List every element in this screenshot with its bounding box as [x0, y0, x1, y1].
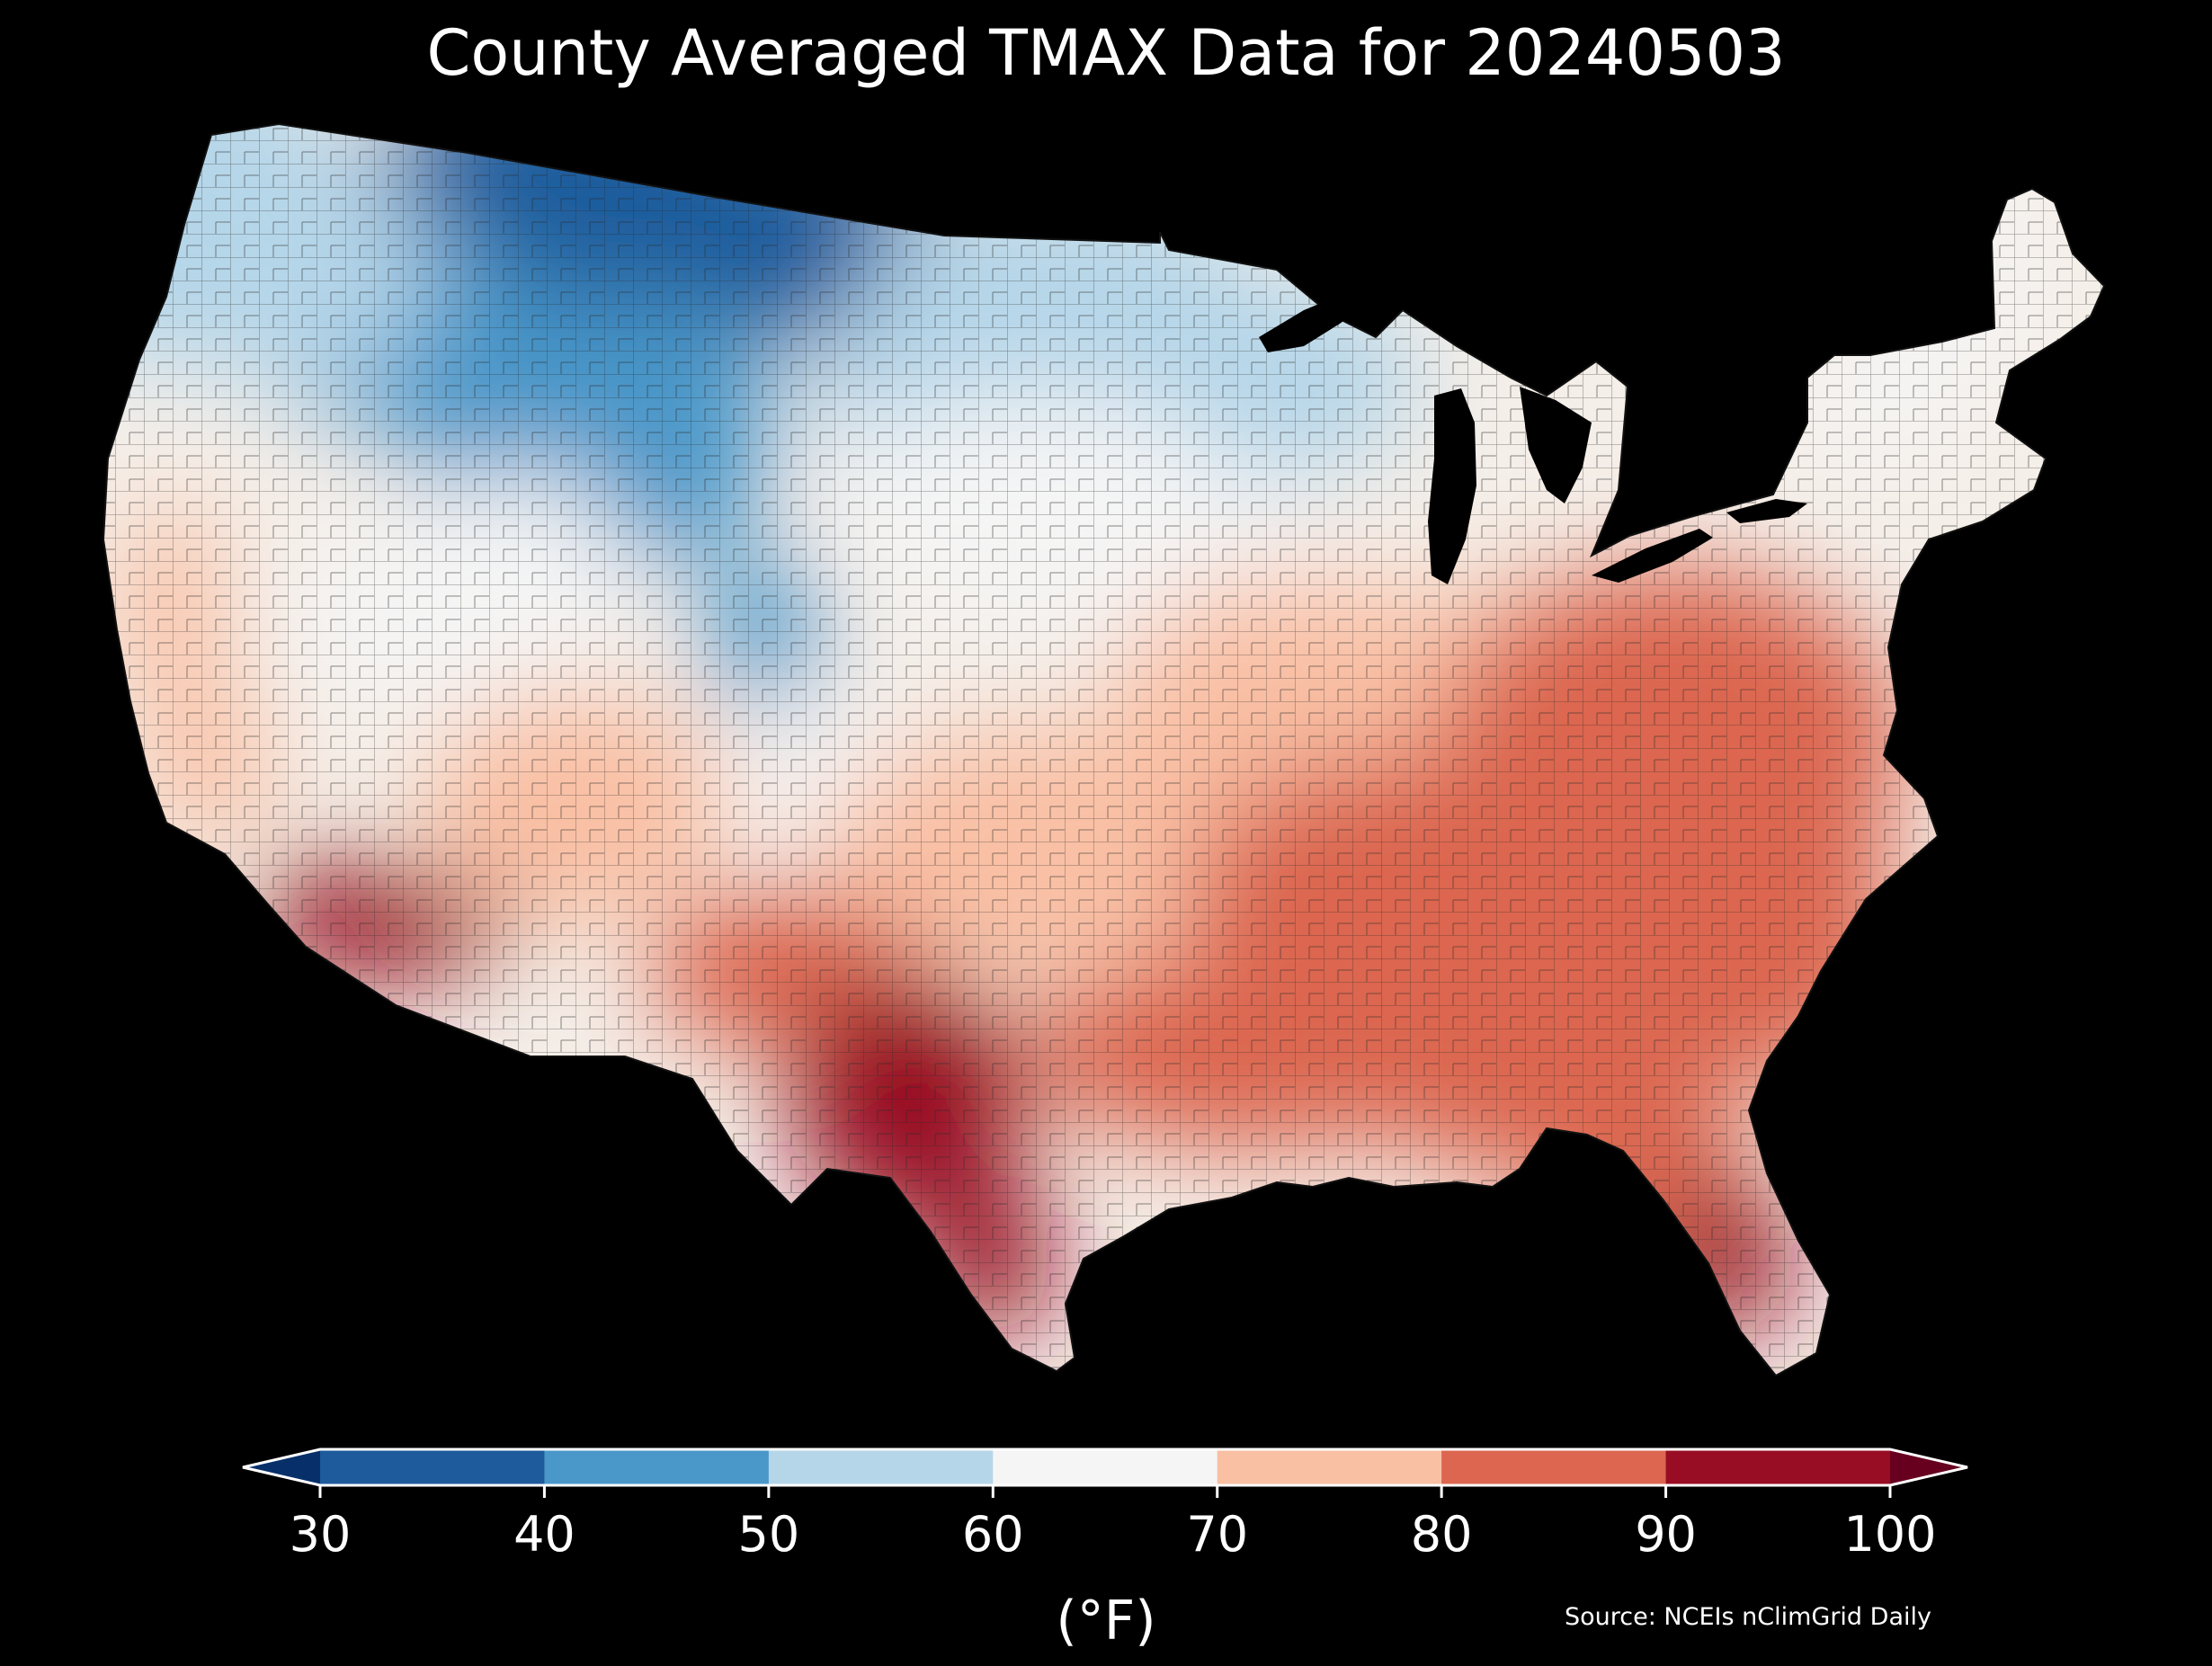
- colorbar-tick-label: 40: [513, 1506, 575, 1563]
- colorbar: [242, 1448, 1968, 1498]
- colorbar-ticks: [318, 1485, 1892, 1498]
- colorbar-tick-label: 70: [1186, 1506, 1249, 1563]
- colorbar-bin-0: [320, 1449, 545, 1485]
- great-lakes: [1259, 274, 1807, 584]
- colorbar-tick-label: 50: [737, 1506, 800, 1563]
- colorbar-bin-2: [768, 1449, 994, 1485]
- lake-huron: [1520, 387, 1592, 503]
- colorbar-unit-label: (°F): [1056, 1590, 1156, 1653]
- colorbar-under-arrow: [243, 1449, 320, 1485]
- colorbar-tick-label: 60: [961, 1506, 1024, 1563]
- map-title: County Averaged TMAX Data for 20240503: [426, 16, 1786, 90]
- colorbar-bin-6: [1665, 1449, 1891, 1485]
- colorbar-tick-label: 90: [1635, 1506, 1697, 1563]
- colorbar-tick-label: 30: [289, 1506, 352, 1563]
- colorbar-bin-4: [1217, 1449, 1442, 1485]
- colorbar-tick-label: 100: [1843, 1506, 1937, 1563]
- coastline: [102, 122, 2106, 1377]
- colorbar-tick-label: 80: [1410, 1506, 1473, 1563]
- lake-michigan: [1428, 388, 1476, 584]
- colorbar-bins: [320, 1449, 1891, 1485]
- colorbar-over-arrow: [1890, 1449, 1967, 1485]
- colorbar-bin-5: [1441, 1449, 1667, 1485]
- source-note: Source: NCEIs nClimGrid Daily: [1565, 1603, 1931, 1631]
- lake-ontario: [1726, 499, 1807, 523]
- lake-erie: [1592, 529, 1713, 583]
- colorbar-bin-3: [993, 1449, 1218, 1485]
- colorbar-bin-1: [544, 1449, 770, 1485]
- lake-superior: [1259, 274, 1385, 352]
